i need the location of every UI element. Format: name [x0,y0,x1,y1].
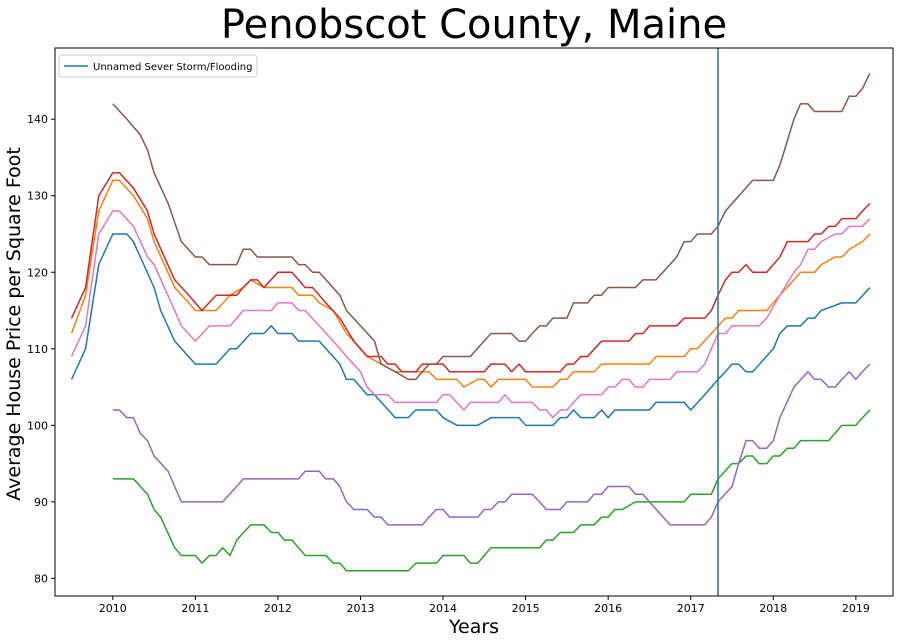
x-tick-label: 2018 [759,602,787,615]
y-axis-label: Average House Price per Square Foot [3,147,25,501]
x-tick-label: 2012 [264,602,292,615]
y-tick-label: 80 [34,572,48,585]
plot-lines [70,48,871,596]
chart-title: Penobscot County, Maine [221,2,727,48]
x-tick-label: 2016 [594,602,622,615]
x-tick-label: 2014 [429,602,457,615]
x-tick-label: 2017 [677,602,705,615]
legend: Unnamed Sever Storm/Flooding [58,54,258,78]
x-axis-ticks: 2010 2011 2012 2013 2014 2015 2016 2017 2018 2019 [99,596,870,615]
series-line-7 [70,210,871,419]
y-axis-ticks: 80 90 100 110 120 130 140 [27,113,55,585]
y-tick-label: 130 [27,190,48,203]
series-line-6 [112,72,871,381]
y-tick-label: 110 [27,343,48,356]
plot-frame [54,47,894,597]
series-line-1 [70,233,871,427]
x-tick-label: 2015 [512,602,540,615]
series-line-3 [112,409,871,572]
y-tick-label: 90 [34,496,48,509]
x-axis-label: Years [448,616,499,638]
y-tick-label: 140 [27,113,48,126]
y-tick-label: 120 [27,266,48,279]
x-tick-label: 2013 [346,602,374,615]
series-line-5 [112,363,871,526]
series-line-4 [70,172,871,373]
y-tick-label: 100 [27,419,48,432]
legend-box [58,54,258,78]
x-tick-label: 2011 [181,602,209,615]
x-tick-label: 2019 [842,602,870,615]
x-tick-label: 2010 [99,602,127,615]
legend-label: Unnamed Sever Storm/Flooding [93,62,252,73]
series-line-2 [70,179,871,388]
